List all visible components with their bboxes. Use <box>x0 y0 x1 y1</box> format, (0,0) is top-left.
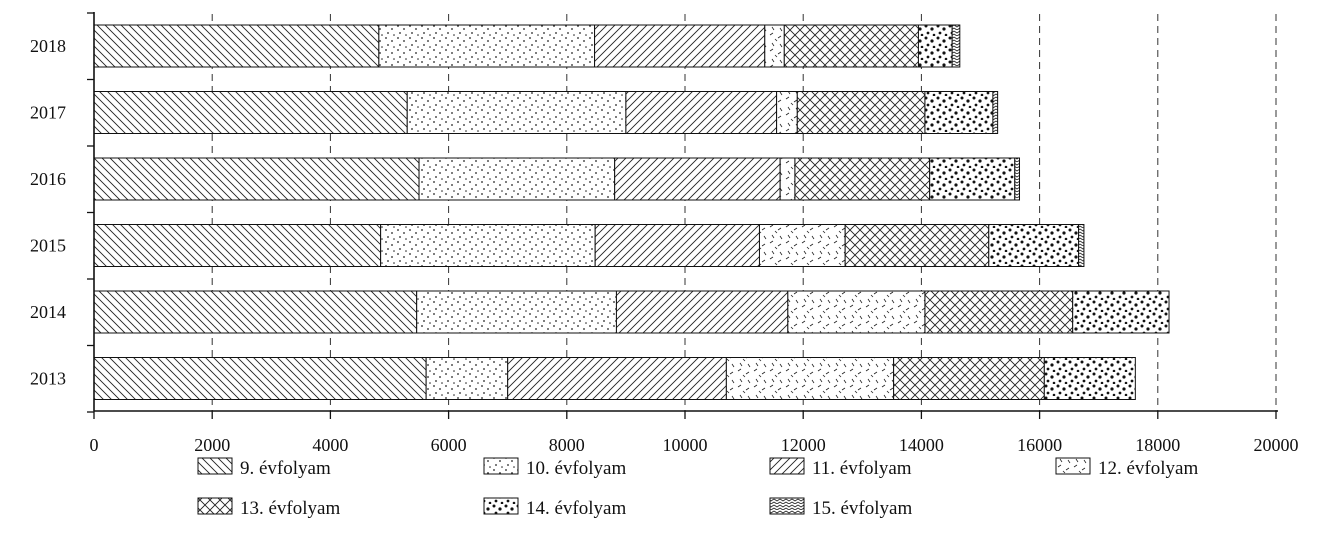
x-tick-label-12000: 12000 <box>781 435 826 455</box>
legend-swatch-4 <box>1055 457 1091 475</box>
bar-2013-series-2 <box>425 357 509 400</box>
legend-label-6: 14. évfolyam <box>526 498 626 519</box>
legend-label-7: 15. évfolyam <box>812 498 912 519</box>
y-tick-label-2018: 2018 <box>30 36 66 56</box>
x-tick-label-16000: 16000 <box>1017 435 1062 455</box>
bar-2017-series-7 <box>992 91 999 134</box>
x-tick-label-2000: 2000 <box>194 435 230 455</box>
bars <box>93 24 1170 400</box>
x-tick-label-0: 0 <box>90 435 99 455</box>
bar-2016-series-6 <box>929 157 1016 201</box>
bar-2018-series-4 <box>764 24 785 68</box>
bar-2013-series-3 <box>507 357 727 400</box>
bar-2017-series-2 <box>406 91 627 134</box>
bar-2015-series-6 <box>988 224 1080 267</box>
y-tick-label-2014: 2014 <box>30 302 66 322</box>
legend: 9. évfolyam 10. évfolyam 11. évfolyam 12. é… <box>197 457 1198 519</box>
bar-2017-series-6 <box>924 91 994 134</box>
y-tick-label-2017: 2017 <box>30 103 66 123</box>
bar-2015-series-2 <box>380 224 596 267</box>
bar-2017-series-1 <box>93 91 408 134</box>
bar-2018-series-7 <box>951 24 961 68</box>
bar-2016-series-5 <box>794 157 931 201</box>
legend-label-1: 9. évfolyam <box>240 458 331 479</box>
bar-2016-series-7 <box>1014 157 1021 201</box>
x-tick-label-6000: 6000 <box>431 435 467 455</box>
bar-2014-series-6 <box>1072 290 1170 334</box>
bar-2015-series-5 <box>844 224 990 267</box>
bar-2018-series-3 <box>594 24 766 68</box>
x-tick-label-4000: 4000 <box>312 435 348 455</box>
x-tick-label-10000: 10000 <box>663 435 708 455</box>
bar-2015-series-1 <box>93 224 382 267</box>
y-tick-label-2016: 2016 <box>30 169 66 189</box>
bar-2018-series-1 <box>93 24 380 68</box>
legend-swatch-7 <box>769 497 805 515</box>
legend-swatch-6 <box>483 497 519 515</box>
bar-2016-series-3 <box>614 157 781 201</box>
axes: 2018 2017 2016 2015 2014 2013 0 2000 4000 6000 800… <box>30 12 1299 455</box>
bar-2014-series-2 <box>416 290 617 334</box>
bar-2014-series-1 <box>93 290 418 334</box>
bar-2013-series-1 <box>93 357 427 400</box>
legend-label-3: 11. évfolyam <box>812 458 912 479</box>
y-tick-label-2013: 2013 <box>30 369 66 389</box>
x-tick-label-14000: 14000 <box>899 435 944 455</box>
bar-2016-series-1 <box>93 157 420 201</box>
bar-2017-series-4 <box>776 91 798 134</box>
bar-2018-series-5 <box>783 24 919 68</box>
bar-2014-series-4 <box>787 290 926 334</box>
bar-2016-series-4 <box>779 157 796 201</box>
bar-2014-series-3 <box>615 290 789 334</box>
grid-lines <box>211 14 1277 411</box>
legend-label-2: 10. évfolyam <box>526 458 626 479</box>
bar-2015-series-7 <box>1078 224 1085 267</box>
x-tick-label-18000: 18000 <box>1135 435 1180 455</box>
legend-label-4: 12. évfolyam <box>1098 458 1198 479</box>
legend-swatch-5 <box>197 497 233 515</box>
bar-2018-series-2 <box>378 24 596 68</box>
bar-2013-series-5 <box>893 357 1045 400</box>
legend-swatch-3 <box>769 457 805 475</box>
bar-2015-series-4 <box>758 224 846 267</box>
bar-2017-series-5 <box>796 91 926 134</box>
x-tick-label-20000: 20000 <box>1254 435 1299 455</box>
legend-label-5: 13. évfolyam <box>240 498 340 519</box>
bar-2018-series-6 <box>917 24 953 68</box>
bar-2015-series-3 <box>594 224 760 267</box>
legend-swatch-1 <box>197 457 233 475</box>
y-tick-label-2015: 2015 <box>30 236 66 256</box>
legend-swatch-2 <box>483 457 519 475</box>
bar-2013-series-4 <box>725 357 895 400</box>
bar-2013-series-6 <box>1043 357 1136 400</box>
bar-2014-series-5 <box>924 290 1074 334</box>
bar-2016-series-2 <box>418 157 616 201</box>
x-tick-label-8000: 8000 <box>549 435 585 455</box>
bar-2017-series-3 <box>625 91 778 134</box>
